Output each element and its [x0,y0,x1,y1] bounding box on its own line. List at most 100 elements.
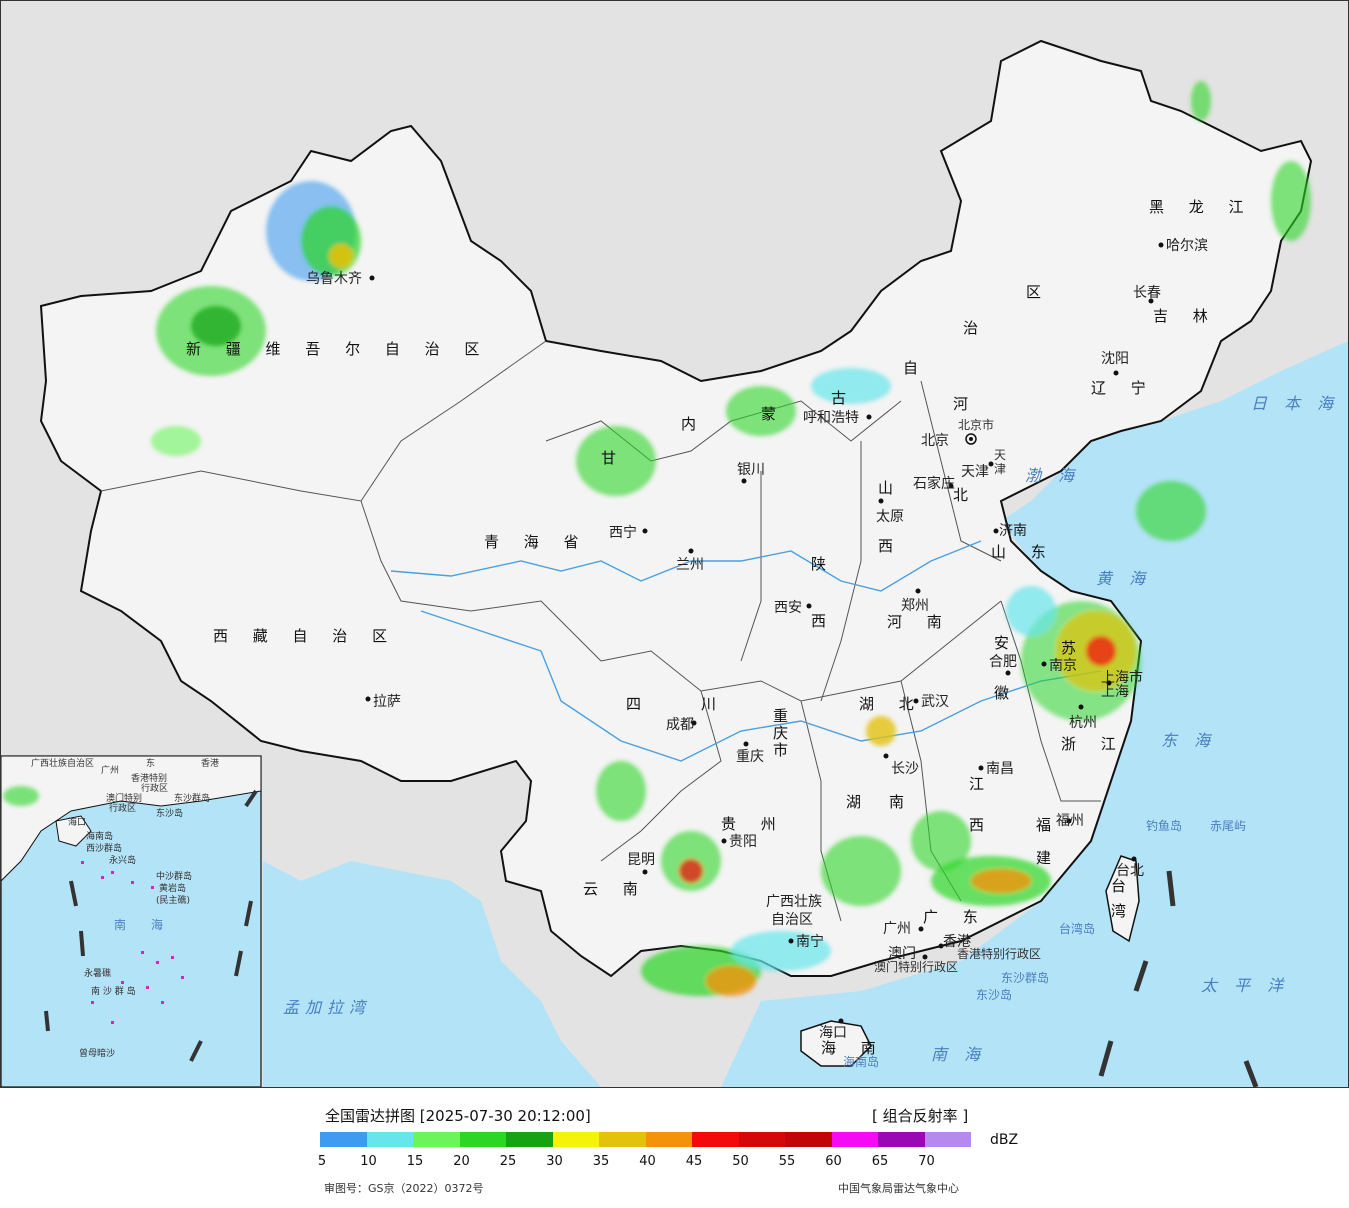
colorbar-swatch [366,1132,413,1147]
colorbar-tick-label: 5 [317,1154,327,1169]
city-hangzhou: 杭州 [1069,715,1097,731]
inset-label: 东沙岛 [156,807,183,819]
city-nanjing: 南京 [1049,658,1077,674]
city-shijiazhuang: 石家庄 [913,475,955,492]
region-shanxi-2: 西 [878,537,903,555]
region-chongqing-1: 重 [773,707,798,725]
region-tianjin-2: 津 [994,462,1006,476]
sea-huanghai: 黄 海 [1096,569,1151,588]
nine-dash-line [1098,870,1259,1087]
region-qinghai: 青 海 省 [484,533,589,551]
sea-riben: 日 本 海 [1251,394,1339,413]
region-fujian-1: 福 [1036,816,1061,834]
region-jiangxi-1: 江 [969,775,994,793]
inset-label: 行政区 [109,802,136,814]
colorbar-tick-label: 20 [453,1154,470,1169]
city-lhasa: 拉萨 [373,694,401,710]
inset-label: 南 [114,917,126,932]
inset-label: (民主礁) [156,894,190,906]
city-hohhot: 呼和浩特 [803,410,859,426]
inset-label: 中沙群岛 [156,870,192,882]
colorbar-swatch [831,1132,878,1147]
rivers [390,540,1102,762]
inset-label: 曾母暗沙 [79,1047,115,1059]
region-sichuan-2: 川 [701,695,726,713]
map-canvas: 新 疆 维 吾 尔 自 治 区 西 藏 自 治 区 青 海 省 甘 内 蒙 古 … [1,39,1348,1087]
city-taibei: 台北 [1116,863,1144,879]
city-yinchuan: 银川 [737,462,765,478]
region-macau-sar: 澳门特别行政区 [874,959,958,974]
island-taiwan: 台湾岛 [1059,921,1095,936]
colorbar-tick-label: 40 [639,1154,656,1169]
china-land [39,39,1313,978]
inset-label: 南 沙 群 岛 [91,985,136,997]
taiwan-island [1105,855,1140,943]
colorbar-swatch [459,1132,506,1147]
inset-label: 行政区 [141,782,168,794]
island-dongsha-qundao: 东沙群岛 [1001,970,1049,985]
region-hk-sar: 香港特别行政区 [957,946,1041,961]
city-xining: 西宁 [609,524,637,541]
inset-label: 西沙群岛 [86,842,122,854]
city-hongkong: 香港 [943,934,971,950]
region-liaoning: 辽 宁 [1091,379,1156,397]
region-heilongjiang: 黑 龙 江 [1149,198,1254,216]
region-anhui-1: 安 [994,634,1019,652]
island-hainan: 海南岛 [843,1054,879,1069]
region-chongqing-2: 庆 [773,724,798,742]
legend-unit: dBZ [990,1132,1019,1148]
region-tianjin-1: 天 [994,448,1006,462]
city-xian: 西安 [774,600,802,616]
colorbar-swatch [413,1132,460,1147]
city-jinan: 济南 [999,523,1027,539]
region-yunnan: 云 南 [583,880,648,898]
city-fuzhou: 福州 [1056,813,1084,829]
region-hebei-1: 河 [953,395,978,413]
colorbar-swatch [506,1132,553,1147]
region-shandong: 山 东 [991,543,1056,561]
region-jiangxi-2: 西 [969,816,994,834]
colorbar-swatch [924,1132,971,1147]
region-neimenggu-2: 蒙 [761,405,786,423]
region-hunan-1: 湖 [846,793,871,811]
inset-label: 永暑礁 [84,967,111,979]
city-guangzhou: 广州 [883,921,911,937]
legend-title: 全国雷达拼图 [2025-07-30 20:12:00] [325,1107,591,1125]
city-taiyuan: 太原 [876,509,904,525]
region-hunan-2: 南 [889,793,914,811]
colorbar-tick-label: 55 [778,1154,796,1169]
region-neimenggu-4: 自 [903,359,928,377]
city-harbin: 哈尔滨 [1166,238,1208,254]
sea-nanhai: 南 海 [931,1045,986,1064]
region-neimenggu-5: 治 [963,319,988,337]
inset-label: 永兴岛 [109,854,136,866]
colorbar-tick-label: 15 [406,1154,424,1169]
colorbar-swatch [320,1132,367,1147]
colorbar-swatch [599,1132,646,1147]
colorbar [320,1132,971,1147]
sea-labels: 渤 海 黄 海 东 海 南 海 日 本 海 太 平 洋 孟加拉湾 钓鱼岛 赤尾屿… [283,394,1339,1069]
city-chengdu: 成都 [666,717,694,733]
sea-donghai: 东 海 [1161,731,1216,750]
region-guangdong: 广 东 [923,908,988,926]
region-hubei: 湖 北 [859,695,924,713]
region-neimenggu-1: 内 [681,415,706,433]
review-number: 审图号：GS京（2022）0372号 [324,1182,484,1195]
sea-taipingyang: 太 平 洋 [1201,976,1289,995]
radar-map[interactable]: 新 疆 维 吾 尔 自 治 区 西 藏 自 治 区 青 海 省 甘 内 蒙 古 … [0,0,1349,1088]
inset-label: 海 [151,917,163,932]
colorbar-swatch [692,1132,739,1147]
city-chongqing: 重庆 [736,749,764,765]
region-taiwan-1: 台 [1111,877,1136,895]
inset-label: 东沙群岛 [174,792,210,804]
city-changchun: 长春 [1133,285,1161,301]
city-lanzhou: 兰州 [676,557,704,573]
city-beijing: 北京 [921,433,949,449]
region-beijing: 北京市 [958,417,994,432]
city-shenyang: 沈阳 [1101,351,1129,367]
city-labels: 乌鲁木齐 拉萨 西宁 兰州 银川 呼和浩特 北京 天津 石家庄 太原 西安 郑州… [306,238,1208,1041]
colorbar-tick-label: 70 [918,1154,935,1169]
inset-label: 澳门特别 [106,792,142,804]
sea-bohai: 渤 海 [1025,466,1080,485]
